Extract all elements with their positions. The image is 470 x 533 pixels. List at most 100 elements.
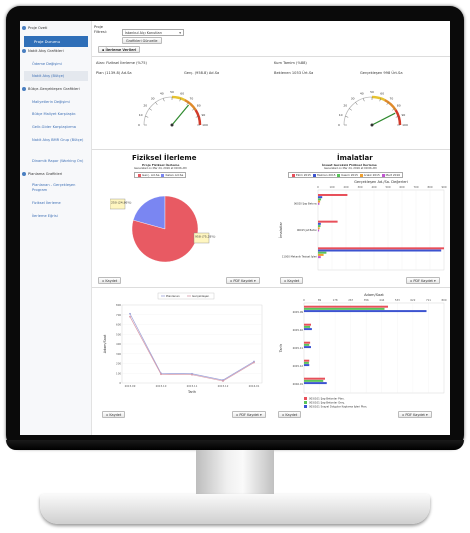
data-point bbox=[191, 373, 193, 376]
sidebar-item-ilerleme-egrisi[interactable]: İlerleme Eğrisi bbox=[32, 214, 58, 218]
sidebar-label: Proje Ozeti bbox=[28, 26, 48, 30]
legend-label: Mart 2016 bbox=[385, 173, 401, 177]
gauge-tick bbox=[379, 98, 381, 102]
x-tick-label: 600 bbox=[400, 185, 405, 189]
bar bbox=[304, 323, 311, 326]
kaydet-button-2[interactable]: ▫ Kaydet bbox=[280, 277, 304, 284]
divider bbox=[92, 56, 450, 57]
bar bbox=[304, 328, 312, 331]
save-icon: ▫ bbox=[282, 413, 285, 417]
project-select[interactable]: İstanbul Alçı Konutları ▾ bbox=[122, 29, 184, 36]
sidebar-head-proje-ozeti[interactable]: Proje Ozeti bbox=[22, 26, 47, 30]
x-tick-label: 267 bbox=[348, 298, 353, 302]
sidebar-item-proje-durumu[interactable]: Proje Durumu bbox=[24, 36, 88, 47]
bar bbox=[304, 325, 311, 328]
x-tick-label: 444 bbox=[379, 298, 384, 302]
sidebar: Proje Durumu Proje Ozeti Nakit Akış Graf… bbox=[20, 21, 92, 435]
bar bbox=[318, 194, 348, 196]
x-axis-title: Tarih bbox=[187, 390, 196, 394]
gauge-tick-label: 90 bbox=[201, 113, 205, 117]
callout-box bbox=[110, 198, 126, 210]
y-tick-label: 400 bbox=[116, 342, 121, 346]
bar bbox=[304, 341, 311, 344]
legend-swatch bbox=[359, 173, 363, 177]
save-icon: ▫ bbox=[102, 279, 105, 283]
gauge-tick bbox=[149, 108, 152, 111]
pdf-button-2[interactable]: ▫ PDF Kaydet ▾ bbox=[406, 277, 440, 284]
y-tick-label: 800 bbox=[116, 303, 121, 307]
y-tick-label: 0 bbox=[119, 381, 121, 385]
gauge-tick-label: 0 bbox=[338, 123, 340, 127]
legend-swatch bbox=[304, 397, 307, 400]
sidebar-item-odeme[interactable]: Ödeme Değişimi bbox=[32, 62, 62, 66]
gauge-arc bbox=[371, 95, 386, 102]
legend-box bbox=[157, 292, 215, 300]
y-tick-label: 06020 Şap Betonu bbox=[294, 201, 318, 205]
x-tick-label: 900 bbox=[442, 185, 447, 189]
callout-box bbox=[193, 232, 210, 244]
circle-icon bbox=[22, 49, 26, 53]
legend-label: Haziran 2015 bbox=[316, 173, 337, 177]
gauge-tick-label: 20 bbox=[343, 104, 347, 108]
callout-label: 250 (24,86%) bbox=[111, 201, 131, 205]
bar bbox=[304, 382, 327, 385]
imalatlar-chart: 0 100 200 300 400 500 600 700 800 900 06020 Şap Be… bbox=[278, 180, 447, 271]
save-icon: ▫ bbox=[106, 413, 109, 417]
x-tick-label: 622 bbox=[410, 298, 415, 302]
gauge-tick bbox=[386, 102, 389, 105]
gauge-tick-label: 80 bbox=[197, 104, 201, 108]
kaydet-button-4[interactable]: ▫ Kaydet bbox=[278, 411, 302, 418]
y-axis-title: Adam/Saat bbox=[103, 334, 107, 353]
bar bbox=[318, 220, 338, 223]
gauge-arc bbox=[343, 96, 401, 126]
gauge-needle bbox=[171, 104, 190, 126]
section-button-label: İlerleme Verileri bbox=[105, 48, 137, 52]
sidebar-head-butce[interactable]: Bütçe-Gerçekleşen Grafikleri bbox=[22, 87, 80, 91]
monitor-chin bbox=[6, 440, 464, 450]
kaydet-button-1[interactable]: ▫ Kaydet bbox=[98, 277, 122, 284]
y-tick-label: 200 bbox=[116, 362, 121, 366]
gear-icon: ▪ bbox=[102, 48, 105, 52]
sidebar-item-plan-gerc[interactable]: Planlanan - Gerçekleşen Program bbox=[32, 183, 76, 192]
gauge-tick-label: 100 bbox=[202, 123, 208, 127]
sidebar-head-nakit[interactable]: Nakit Akış Grafikleri bbox=[22, 49, 64, 53]
apply-button[interactable]: Grafikleri Güncelle bbox=[122, 37, 162, 44]
chevron-down-icon: ▾ bbox=[179, 31, 181, 35]
legend-label: 003/101 Sosyal Dolgular Kaplama İşleri P… bbox=[309, 404, 367, 409]
sidebar-item-nakit-bmr[interactable]: Nakit Akış BMR Grup (Bütçe) bbox=[32, 138, 84, 142]
line-chart: 0 100 200 300 400 500 600 700 800 2015.09 2015.10 2… bbox=[103, 292, 263, 394]
legend-label: Kasım 2015 bbox=[341, 173, 359, 177]
x-tick-label: 100 bbox=[330, 185, 335, 189]
gauge-tick bbox=[363, 98, 365, 102]
stat-kum-tamam: Kum Tamim (%88) bbox=[274, 61, 307, 65]
gauge-tick-label: 40 bbox=[360, 92, 364, 96]
gauge-tick-label: 50 bbox=[370, 90, 374, 94]
sidebar-item-fiziksel[interactable]: Fiziksel İlerleme bbox=[32, 201, 61, 205]
pdf-button-3[interactable]: ▫ PDF Kaydet ▾ bbox=[232, 411, 266, 418]
main-content: Proje Filtresi: İstanbul Alçı Konutları ▾… bbox=[92, 21, 450, 435]
kaydet-button-3[interactable]: ▫ Kaydet bbox=[102, 411, 126, 418]
btn-label: Kaydet bbox=[285, 413, 298, 417]
save-icon: ▫ bbox=[284, 279, 287, 283]
stat-fiziksel: Alan: Fiziksel İlerleme (%75) bbox=[96, 61, 147, 65]
sidebar-item-dinamik[interactable]: Dinamik Rapor (Working On) bbox=[32, 159, 84, 163]
divider bbox=[92, 149, 450, 150]
sidebar-item-nakit-butce[interactable]: Nakit Akış (Bütçe) bbox=[32, 74, 65, 78]
btn-label: Kaydet bbox=[109, 413, 122, 417]
sidebar-head-planlama[interactable]: Planlama Grafikleri bbox=[22, 172, 62, 176]
plot-area bbox=[303, 302, 445, 394]
bar bbox=[318, 247, 444, 250]
gauge-arc bbox=[194, 109, 202, 126]
data-point bbox=[222, 380, 224, 382]
fiziksel-generated: Generated on Mar 24, 2016 at 09:06 AM bbox=[134, 167, 187, 170]
pdf-button-4[interactable]: ▫ PDF Kaydet ▾ bbox=[398, 411, 432, 418]
imalatlar-legend: Ekim 2015 Haziran 2015 Kasım 2015 Aralık… bbox=[288, 172, 404, 178]
section-button[interactable]: ▪ İlerleme Verileri bbox=[98, 46, 141, 53]
sidebar-item-maliyet[interactable]: Maliyetlerin Değişimi bbox=[32, 100, 70, 104]
y-tick-label: 2015.09 bbox=[293, 310, 304, 314]
sidebar-item-gelir-gider[interactable]: Gelir-Gider Karşılaştırma bbox=[32, 125, 77, 129]
sidebar-item-butce-maliyet[interactable]: Bütçe Maliyet Karşılaştır. bbox=[32, 112, 77, 116]
pdf-button-1[interactable]: ▫ PDF Kaydet ▾ bbox=[226, 277, 260, 284]
monitor-stand-base bbox=[40, 494, 430, 524]
